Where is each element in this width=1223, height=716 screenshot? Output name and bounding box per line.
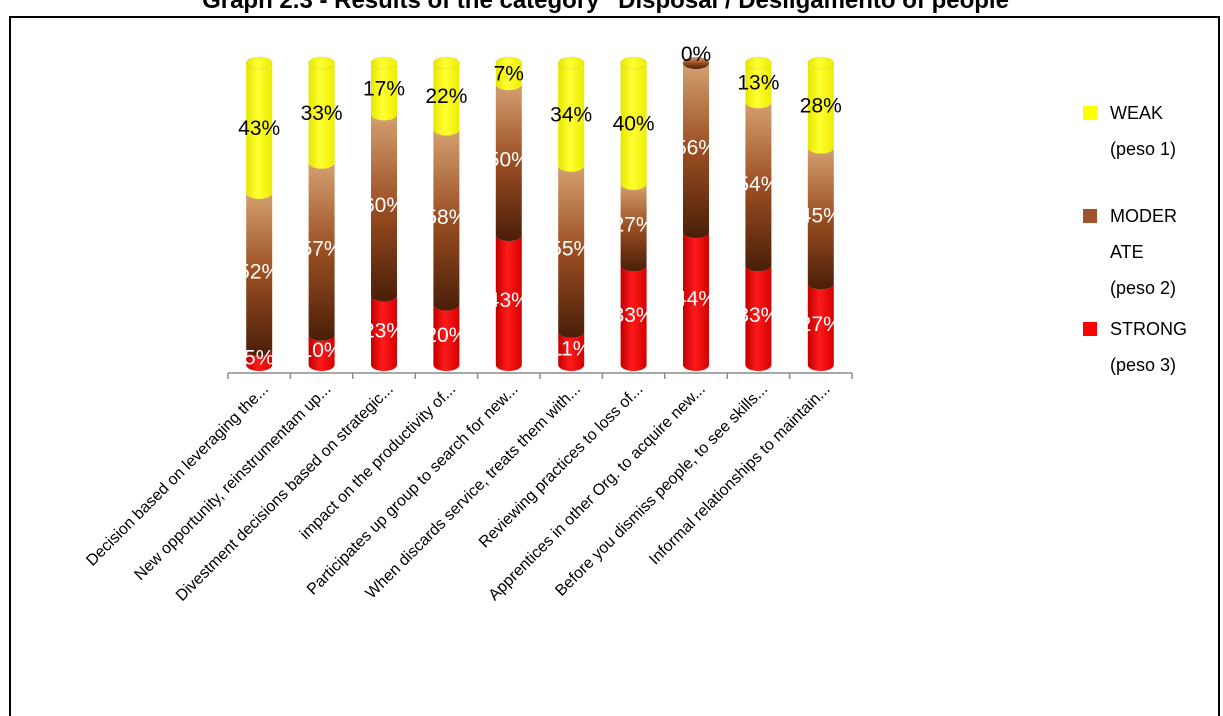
legend-swatch-1: [1083, 106, 1097, 120]
value-label-weak-peso-1-3: 17%: [363, 78, 405, 101]
value-label-strong-peso-3-8: 44%: [675, 288, 717, 311]
value-label-strong-peso-3-1: 5%: [244, 346, 274, 369]
bar-segment-moderate-peso-2-9: [745, 102, 772, 272]
bar-segment-weak-peso-1-7: [620, 63, 647, 190]
value-label-weak-peso-1-2: 33%: [301, 102, 343, 125]
bar-cap-9: [745, 56, 772, 70]
value-label-weak-peso-1-9: 13%: [737, 72, 779, 95]
bar-segment-strong-peso-3-3: [371, 295, 397, 371]
value-label-moderate-peso-2-9: 54%: [737, 173, 779, 196]
value-label-weak-peso-1-4: 22%: [425, 85, 467, 108]
value-label-strong-peso-3-6: 11%: [551, 337, 591, 360]
bar-segment-strong-peso-3-8: [683, 232, 709, 371]
bar-cap-2: [308, 56, 335, 70]
x-axis: Decision based on leveraging the...New o…: [83, 372, 853, 605]
value-label-strong-peso-3-7: 33%: [613, 304, 655, 327]
value-label-weak-peso-1-5: 7%: [494, 63, 524, 86]
chart-title: Graph 2.3 - Results of the category “Dis…: [202, 0, 1021, 14]
value-label-moderate-peso-2-8: 56%: [675, 137, 717, 160]
legend-label-3-line-2: (peso 3): [1110, 355, 1176, 375]
bar-segment-moderate-peso-2-10: [807, 147, 834, 290]
value-label-moderate-peso-2-7: 27%: [613, 214, 655, 237]
bar-segment-moderate-peso-2-6: [558, 165, 585, 338]
category-label-8: Apprentices in other Org. to acquire new…: [486, 381, 709, 604]
value-label-strong-peso-3-3: 23%: [363, 319, 405, 342]
bar-cap-1: [245, 56, 273, 70]
value-label-strong-peso-3-2: 10%: [301, 339, 343, 362]
bar-segment-moderate-peso-2-5: [495, 84, 522, 242]
legend-label-1-line-2: (peso 1): [1110, 139, 1176, 159]
category-label-6: When discards service, treats them with.…: [363, 381, 584, 602]
bar-cap-10: [807, 56, 835, 70]
value-label-weak-peso-1-1: 43%: [238, 117, 280, 140]
bar-segment-strong-peso-3-4: [433, 304, 460, 371]
legend-label-2-line-2: ATE: [1110, 242, 1144, 262]
value-label-weak-peso-1-10: 28%: [800, 94, 842, 117]
bar-segment-strong-peso-3-5: [495, 235, 522, 371]
legend-label-2-line-3: (peso 2): [1110, 278, 1176, 298]
category-label-3: Divestment decisions based on strategic.…: [173, 381, 397, 605]
bars-layer: [245, 56, 835, 372]
bar-segment-weak-peso-1-5: [495, 63, 522, 91]
value-label-weak-peso-1-7: 40%: [613, 112, 655, 135]
bar-segment-moderate-peso-2-4: [433, 129, 460, 311]
bar-segment-weak-peso-1-2: [308, 63, 335, 169]
value-label-moderate-peso-2-5: 50%: [488, 149, 530, 172]
value-label-moderate-peso-2-1: 52%: [238, 260, 280, 283]
category-label-9: Before you dismiss people, to see skills…: [552, 381, 771, 600]
bar-segment-moderate-peso-2-3: [371, 114, 397, 302]
bar-segment-strong-peso-3-9: [745, 265, 772, 371]
bar-cap-4: [433, 56, 460, 70]
value-label-moderate-peso-2-2: 57%: [301, 238, 343, 261]
bar-cap-8: [682, 56, 710, 70]
legend-swatch-3: [1083, 322, 1097, 336]
value-label-strong-peso-3-5: 43%: [488, 289, 530, 312]
value-label-moderate-peso-2-10: 45%: [800, 205, 842, 228]
bar-segment-strong-peso-3-10: [807, 283, 834, 371]
value-label-strong-peso-3-4: 20%: [425, 324, 467, 347]
legend-swatch-2: [1083, 209, 1097, 223]
legend-label-3-line-1: STRONG: [1110, 319, 1187, 339]
bar-segment-strong-peso-3-1: [246, 349, 273, 372]
value-labels-layer: 5% 52% 43% 10% 57% 33% 23% 60% 17% 20% 58% 22% 43% 50…: [238, 43, 842, 369]
bar-segment-weak-peso-1-4: [433, 63, 460, 136]
bar-segment-weak-peso-1-9: [745, 63, 772, 109]
value-label-moderate-peso-2-6: 55%: [550, 238, 592, 261]
bar-segment-weak-peso-1-10: [807, 63, 834, 154]
bar-segment-weak-peso-1-1: [246, 63, 273, 199]
bar-segment-strong-peso-3-2: [308, 334, 335, 371]
bar-cap-7: [620, 56, 647, 70]
value-label-strong-peso-3-9: 33%: [737, 304, 779, 327]
bar-cap-5: [495, 56, 523, 70]
legend-label-1-line-1: WEAK: [1110, 103, 1163, 123]
bar-segment-moderate-peso-2-1: [246, 192, 273, 356]
bar-segment-moderate-peso-2-8: [683, 63, 709, 239]
bar-cap-3: [370, 56, 398, 70]
bar-segment-weak-peso-1-3: [371, 63, 397, 121]
legend-label-2-line-1: MODER: [1110, 206, 1177, 226]
value-label-moderate-peso-2-3: 60%: [363, 194, 405, 217]
chart-frame: [9, 16, 1220, 716]
bar-segment-moderate-peso-2-2: [308, 162, 335, 341]
bar-segment-moderate-peso-2-7: [620, 183, 647, 272]
bar-segment-strong-peso-3-6: [558, 331, 585, 371]
bar-segment-weak-peso-1-6: [558, 63, 585, 172]
value-label-strong-peso-3-10: 27%: [800, 313, 842, 336]
value-label-moderate-peso-2-4: 58%: [425, 206, 467, 229]
value-label-weak-peso-1-8: 0%: [681, 43, 711, 66]
category-label-5: Participates up group to search for new.…: [304, 381, 522, 599]
bar-cap-6: [557, 56, 585, 70]
legend: WEAK (peso 1) MODER ATE (peso 2) STRONG (peso …: [1083, 103, 1187, 375]
value-label-weak-peso-1-6: 34%: [550, 103, 592, 126]
bar-segment-strong-peso-3-7: [620, 265, 647, 371]
